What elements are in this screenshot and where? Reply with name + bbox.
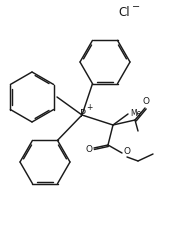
Text: O: O bbox=[85, 144, 92, 153]
Text: +: + bbox=[86, 104, 92, 112]
Text: Cl: Cl bbox=[118, 5, 130, 18]
Text: O: O bbox=[143, 97, 150, 106]
Text: O: O bbox=[123, 148, 130, 157]
Text: −: − bbox=[132, 2, 140, 12]
Text: Me: Me bbox=[130, 108, 141, 117]
Text: P: P bbox=[80, 109, 86, 119]
